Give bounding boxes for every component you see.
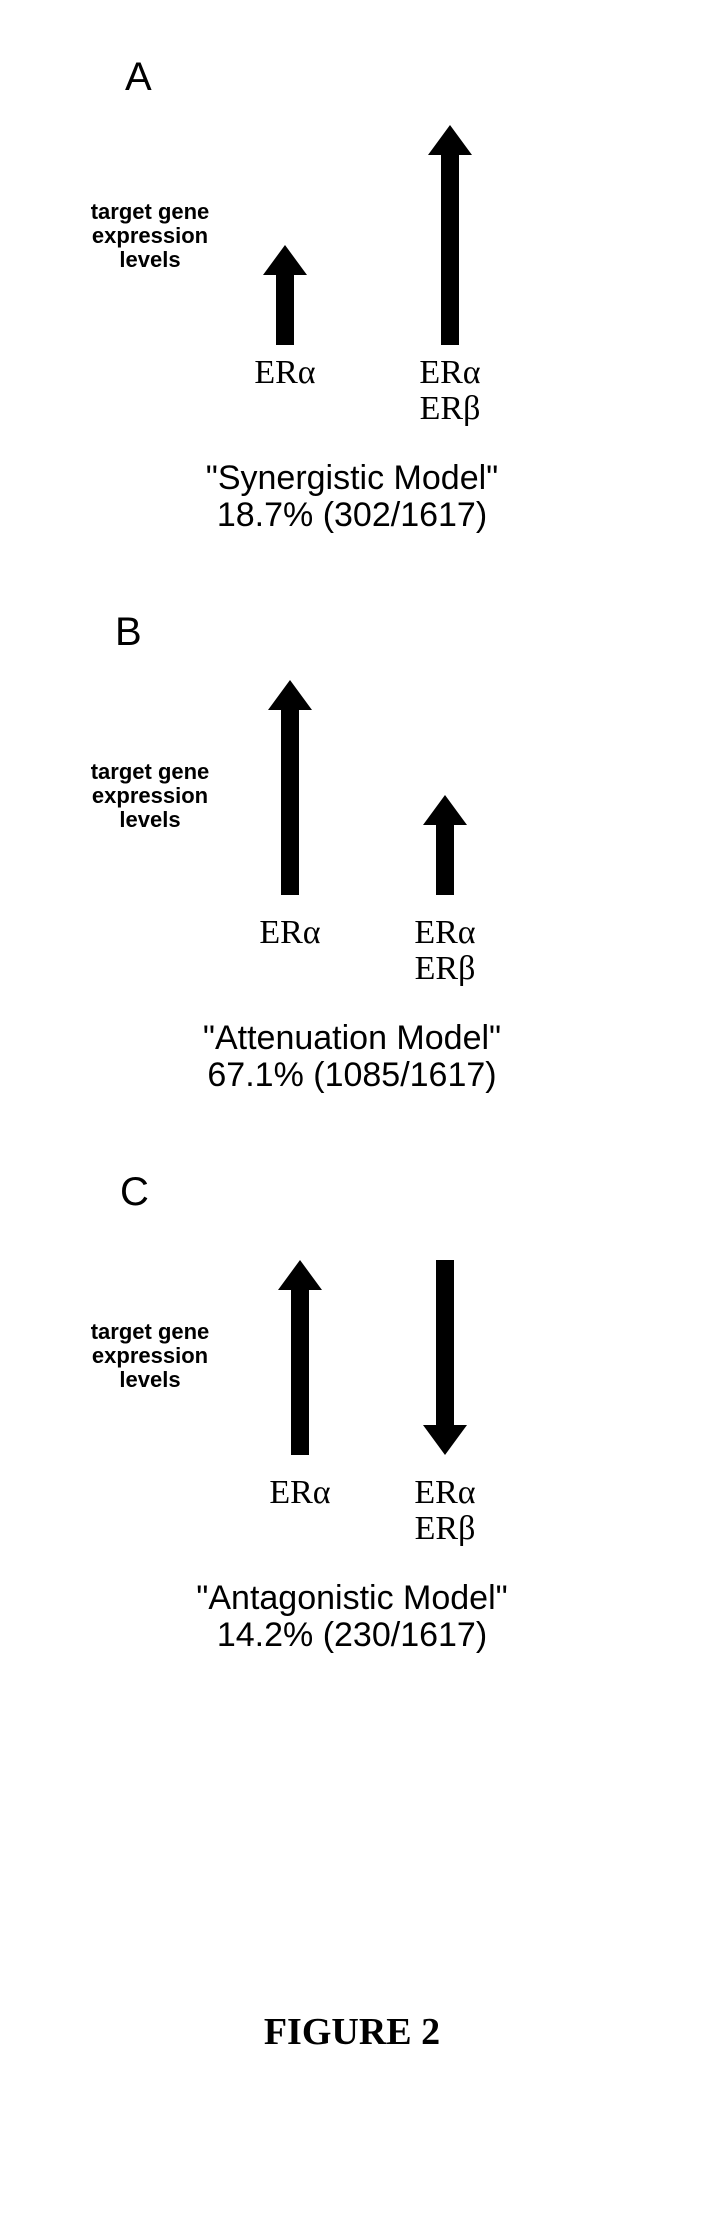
b2l2: ERβ <box>415 950 476 987</box>
panel-b-arrow1-label: ERα <box>240 915 340 951</box>
yl-a-1: target gene <box>91 199 210 224</box>
a2l1: ERα <box>419 354 480 391</box>
yl-c-1: target gene <box>91 1319 210 1344</box>
panel-b-ylabel: target gene expression levels <box>80 760 220 833</box>
a2l2: ERβ <box>420 390 481 427</box>
panel-a-arrow2 <box>420 125 480 355</box>
panel-a-label: A <box>125 55 152 100</box>
panel-c-arrow2 <box>415 1260 475 1465</box>
yl-b-1: target gene <box>91 759 210 784</box>
c2l1: ERα <box>414 1474 475 1511</box>
panel-c-arrow2-label: ERα ERβ <box>395 1475 495 1546</box>
yl-c-3: levels <box>119 1367 180 1392</box>
panel-c-ylabel: target gene expression levels <box>80 1320 220 1393</box>
panel-a-ylabel: target gene expression levels <box>80 200 220 273</box>
panel-b-arrow1 <box>260 680 320 905</box>
b2l1: ERα <box>414 914 475 951</box>
panel-a-caption: "Synergistic Model" 18.7% (302/1617) <box>0 460 704 535</box>
figure-caption: FIGURE 2 <box>0 2010 704 2054</box>
cap-a-2: 18.7% (302/1617) <box>217 496 487 534</box>
panel-c-arrow1 <box>270 1260 330 1465</box>
panel-b-arrow2-label: ERα ERβ <box>395 915 495 986</box>
panel-b-caption: "Attenuation Model" 67.1% (1085/1617) <box>0 1020 704 1095</box>
panel-a-arrow2-label: ERα ERβ <box>400 355 500 426</box>
panel-c: C target gene expression levels ERα ERα … <box>0 1140 704 1700</box>
cap-b-1: "Attenuation Model" <box>203 1019 501 1057</box>
panel-c-arrow1-label: ERα <box>250 1475 350 1511</box>
yl-a-2: expression <box>92 223 208 248</box>
yl-c-2: expression <box>92 1343 208 1368</box>
yl-a-3: levels <box>119 247 180 272</box>
panel-b-label: B <box>115 610 142 655</box>
panel-c-caption: "Antagonistic Model" 14.2% (230/1617) <box>0 1580 704 1655</box>
cap-c-2: 14.2% (230/1617) <box>217 1616 487 1654</box>
yl-b-3: levels <box>119 807 180 832</box>
panel-a-arrow1 <box>255 245 315 355</box>
yl-b-2: expression <box>92 783 208 808</box>
panel-c-label: C <box>120 1170 149 1215</box>
panel-b: B target gene expression levels ERα ERα … <box>0 580 704 1140</box>
panel-a-arrow1-label: ERα <box>235 355 335 391</box>
cap-c-1: "Antagonistic Model" <box>196 1579 507 1617</box>
c2l2: ERβ <box>415 1510 476 1547</box>
cap-a-1: "Synergistic Model" <box>206 459 498 497</box>
cap-b-2: 67.1% (1085/1617) <box>207 1056 496 1094</box>
panel-a: A target gene expression levels ERα ERα … <box>0 0 704 560</box>
panel-b-arrow2 <box>415 795 475 905</box>
